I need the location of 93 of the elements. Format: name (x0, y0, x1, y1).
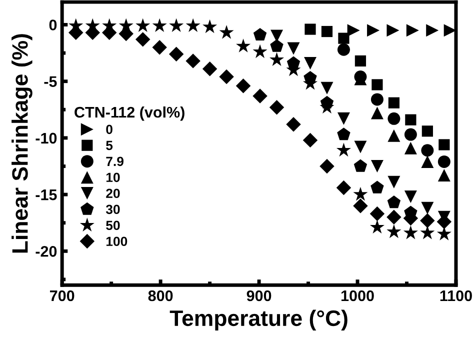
point (336, 142, 351, 157)
point (386, 210, 402, 225)
point (387, 196, 401, 208)
point (304, 56, 316, 70)
point (354, 55, 366, 66)
point (270, 52, 284, 66)
point (388, 176, 400, 188)
point (320, 82, 334, 94)
x-tick-label: 700 (50, 290, 74, 302)
point (202, 62, 218, 76)
y-tick-label: -15 (36, 190, 57, 200)
point (370, 220, 384, 234)
y-tick-label: -5 (44, 76, 57, 88)
point (336, 180, 352, 196)
x-tick-label: 900 (246, 290, 272, 302)
point (436, 226, 452, 240)
point (287, 42, 300, 55)
point (405, 114, 416, 126)
point (353, 186, 368, 201)
point (186, 18, 200, 32)
point (372, 79, 383, 90)
legend-label: 30 (106, 204, 120, 214)
point (354, 159, 368, 172)
point (388, 129, 400, 142)
point (136, 18, 150, 32)
point (135, 32, 150, 47)
point (388, 112, 400, 125)
legend-label: 10 (106, 172, 120, 182)
y-axis-title: Linear Shrinkage (%) (12, 34, 32, 253)
point (388, 97, 400, 108)
legend-label: 5 (106, 140, 113, 150)
point (302, 132, 318, 148)
point (422, 126, 433, 137)
point (438, 169, 450, 182)
point (370, 180, 384, 194)
point (438, 139, 450, 150)
y-tick-label: -10 (36, 132, 57, 144)
x-tick-label: 800 (148, 290, 173, 302)
point (269, 100, 284, 115)
point (404, 190, 417, 204)
point (338, 32, 350, 44)
point (370, 160, 384, 172)
point (304, 24, 316, 35)
point (421, 202, 434, 214)
point (252, 88, 268, 104)
point (270, 39, 284, 52)
point (404, 128, 417, 141)
point (386, 24, 400, 37)
point (406, 24, 419, 37)
point (370, 106, 384, 120)
y-tick-label: -20 (36, 246, 57, 257)
point (421, 155, 434, 168)
point (438, 155, 450, 168)
x-tick-label: 1100 (440, 290, 472, 302)
legend-label: 100 (106, 236, 128, 246)
x-axis-title: Temperature (°C) (170, 310, 348, 330)
point (236, 38, 251, 52)
point (370, 93, 384, 106)
point (202, 19, 218, 34)
point (404, 142, 417, 154)
point (186, 54, 200, 68)
legend-label: 0 (106, 124, 112, 134)
point (169, 18, 184, 32)
point (421, 144, 434, 157)
legend-label: 7.9 (106, 156, 124, 166)
point (354, 140, 367, 154)
point (152, 18, 167, 32)
point (386, 224, 402, 238)
point (236, 78, 251, 94)
x-tick-label: 1000 (341, 290, 374, 302)
legend-label: 50 (106, 220, 120, 230)
point (337, 43, 350, 56)
point (168, 46, 184, 62)
point (152, 40, 167, 55)
point (403, 225, 418, 240)
legend-title: CTN-112 (vol%) (74, 106, 184, 121)
point (426, 24, 439, 37)
legend-label: 20 (106, 188, 120, 198)
point (286, 116, 301, 132)
point (370, 206, 385, 222)
point (420, 225, 435, 240)
point (353, 198, 368, 214)
point (320, 158, 334, 174)
point (252, 44, 268, 58)
point (420, 213, 435, 228)
point (219, 69, 234, 84)
point (219, 25, 234, 39)
point (253, 28, 267, 41)
point (321, 26, 333, 38)
point (337, 112, 350, 125)
y-tick-label: 0 (49, 20, 57, 30)
point (367, 24, 380, 37)
point (337, 128, 350, 140)
